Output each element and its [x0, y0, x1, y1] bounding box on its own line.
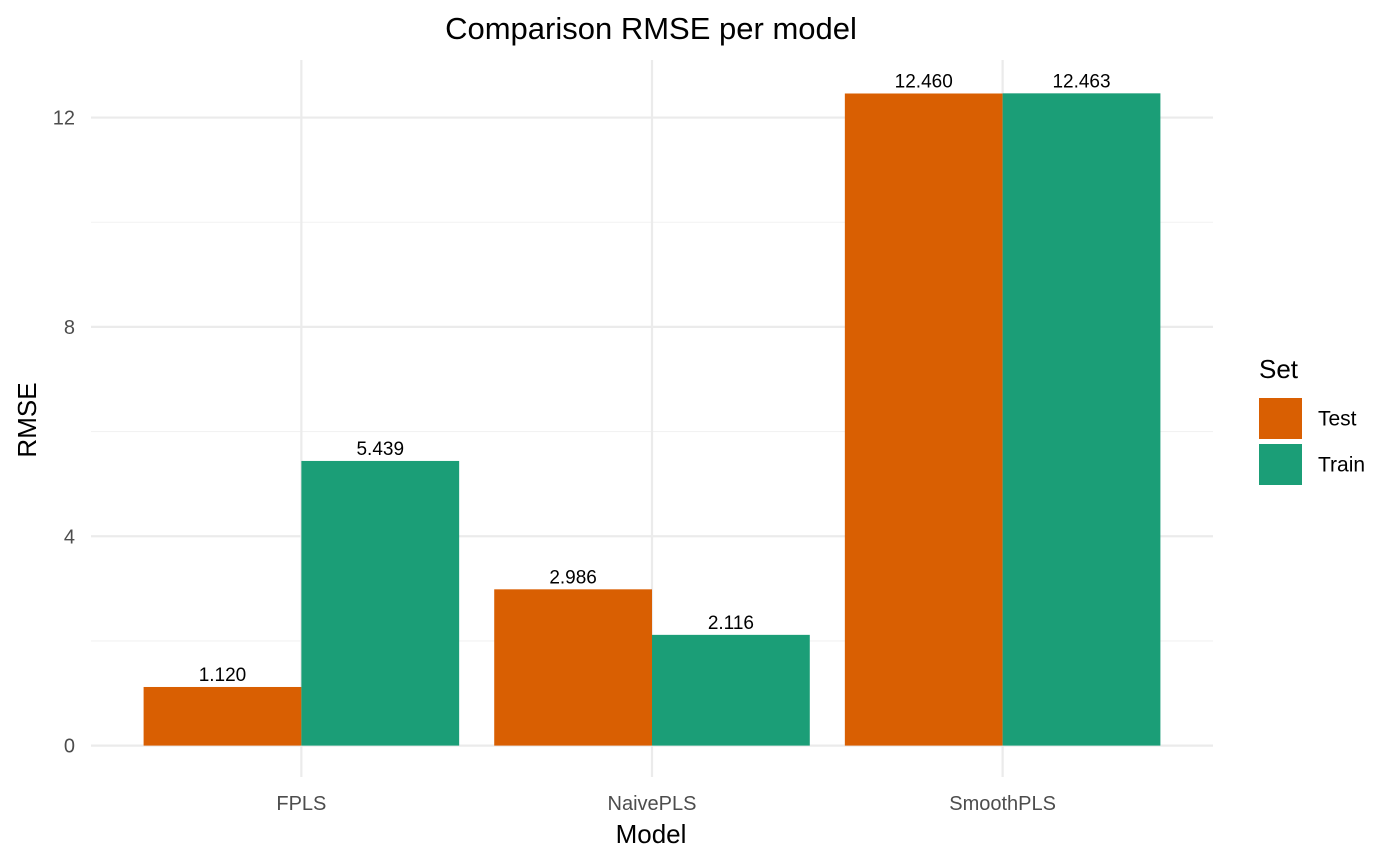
- x-tick-label-smoothpls: SmoothPLS: [949, 793, 1056, 815]
- data-label-test-smoothpls: 12.460: [895, 71, 953, 92]
- legend-key-train: [1259, 444, 1302, 485]
- legend-label-test: Test: [1318, 408, 1357, 431]
- y-tick-label-8: 8: [64, 317, 75, 339]
- chart-title: Comparison RMSE per model: [445, 11, 857, 46]
- legend-title: Set: [1259, 354, 1299, 384]
- y-tick-label-4: 4: [64, 526, 75, 548]
- legend: Set Test Train: [1259, 354, 1365, 485]
- x-axis-ticks: FPLS NaivePLS SmoothPLS: [276, 793, 1056, 815]
- bars: [143, 93, 1161, 746]
- y-tick-label-0: 0: [64, 736, 75, 758]
- data-labels: 1.120 2.986 12.460 5.439 2.116 12.463: [199, 71, 1111, 686]
- y-axis-ticks: 0 4 8 12: [53, 108, 75, 758]
- data-label-train-naivepls: 2.116: [708, 613, 754, 634]
- data-label-train-smoothpls: 12.463: [1052, 71, 1110, 92]
- bar-train-smoothpls: [1002, 93, 1161, 746]
- bar-test-fpls: [143, 686, 302, 746]
- data-label-test-naivepls: 2.986: [549, 567, 597, 588]
- bar-test-naivepls: [494, 589, 652, 746]
- x-tick-label-naivepls: NaivePLS: [608, 793, 697, 815]
- legend-label-train: Train: [1318, 454, 1365, 477]
- bar-train-fpls: [301, 460, 460, 746]
- y-axis-title: RMSE: [12, 382, 42, 457]
- bar-test-smoothpls: [844, 93, 1003, 746]
- x-axis-title: Model: [616, 819, 687, 849]
- data-label-test-fpls: 1.120: [199, 665, 247, 686]
- y-tick-label-12: 12: [53, 108, 75, 130]
- x-tick-label-fpls: FPLS: [276, 793, 326, 815]
- data-label-train-fpls: 5.439: [356, 439, 404, 460]
- legend-key-test: [1259, 398, 1302, 439]
- bar-train-naivepls: [652, 634, 810, 746]
